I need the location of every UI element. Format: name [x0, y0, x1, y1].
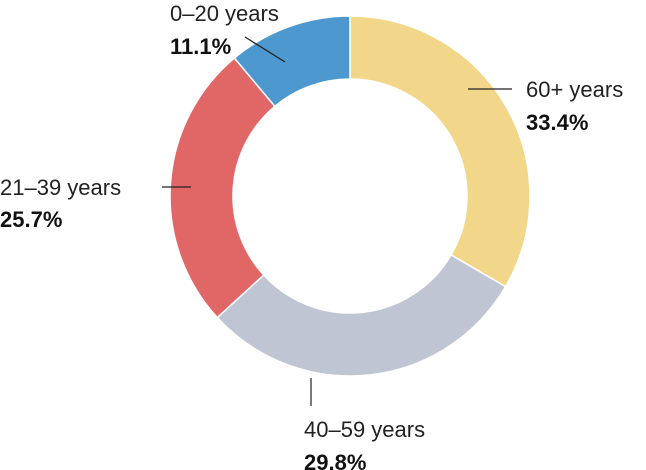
slice-label-21-39: 21–39 years	[0, 175, 121, 200]
slice-40-59	[216, 253, 507, 377]
slice-60-plus	[349, 15, 531, 288]
donut-slices	[169, 15, 531, 377]
slice-0-20	[233, 15, 351, 108]
slice-value-0-20: 11.1%	[170, 34, 231, 59]
leader-line-0-20	[244, 36, 286, 63]
slice-value-60-plus: 33.4%	[526, 110, 588, 135]
slice-label-0-20: 0–20 years	[170, 1, 279, 26]
slice-21-39	[169, 56, 276, 319]
slice-value-21-39: 25.7%	[0, 207, 62, 232]
slice-label-40-59: 40–59 years	[304, 417, 425, 442]
slice-value-40-59: 29.8%	[304, 450, 366, 470]
slice-label-60-plus: 60+ years	[526, 77, 623, 102]
